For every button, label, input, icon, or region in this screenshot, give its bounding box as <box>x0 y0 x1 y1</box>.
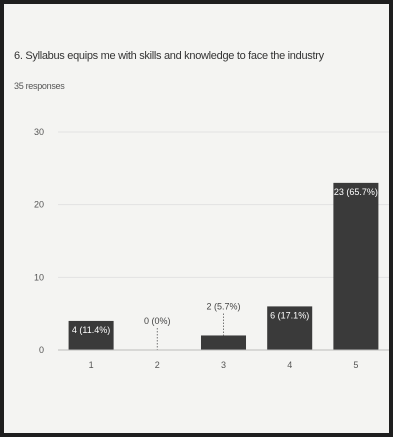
x-tick-label: 4 <box>287 360 292 370</box>
question-title: 6. Syllabus equips me with skills and kn… <box>14 50 324 62</box>
data-label-5: 23 (65.7%) <box>334 187 378 197</box>
x-tick-label: 2 <box>155 360 160 370</box>
response-count: 35 responses <box>14 81 65 91</box>
y-tick-label: 20 <box>34 200 44 210</box>
bar-3 <box>200 335 247 350</box>
x-axis-ticks: 1 2 3 4 5 <box>89 360 359 370</box>
x-tick-label: 3 <box>221 360 226 370</box>
y-tick-label: 0 <box>39 345 44 355</box>
bar-5 <box>333 182 379 350</box>
x-tick-label: 5 <box>353 360 358 370</box>
data-label-2: 0 (0%) <box>144 316 171 326</box>
data-label-3: 2 (5.7%) <box>206 301 240 311</box>
bar-4 <box>267 306 313 350</box>
data-label-4: 6 (17.1%) <box>270 310 309 320</box>
y-tick-label: 30 <box>34 127 44 137</box>
data-label-1: 4 (11.4%) <box>72 325 110 335</box>
bar-1 <box>68 320 114 350</box>
y-axis-ticks: 0 10 20 30 <box>34 127 44 355</box>
x-tick-label: 1 <box>89 360 94 370</box>
bars: 4 (11.4%) 0 (0%) 2 (5.7%) 6 (17.1%) 23 (65.7… <box>68 182 379 350</box>
y-tick-label: 10 <box>34 272 44 282</box>
